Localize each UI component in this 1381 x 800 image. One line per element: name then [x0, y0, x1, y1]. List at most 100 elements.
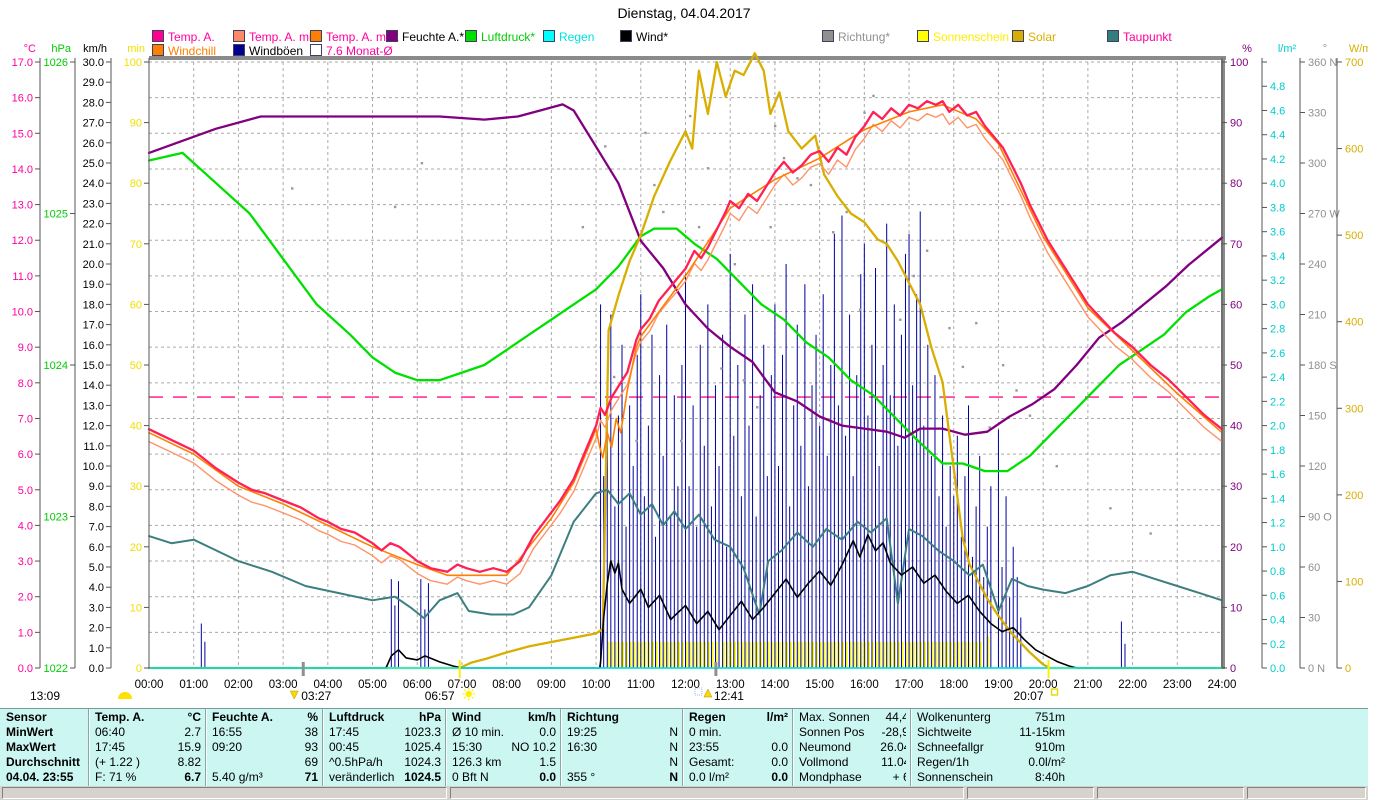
legend-swatch-feuchte-a	[386, 30, 398, 42]
legend-swatch-wind	[620, 30, 632, 42]
group-title: Feuchte A.	[212, 710, 273, 724]
cell-value: 0.0l/m²	[1028, 755, 1065, 769]
cell-info: Wolkenunterg	[917, 710, 991, 724]
legend-7-6-monat: 7.6 Monat-Ø	[310, 44, 393, 58]
axis-label: 0.4	[1270, 615, 1285, 627]
axis-label: 3.0	[18, 556, 33, 568]
axis-label: 0.0	[89, 663, 104, 675]
cell-value: 0.0	[771, 740, 788, 754]
legend-swatch-luftdruck	[465, 30, 477, 42]
axis-label: 06:57	[425, 689, 455, 703]
legend-swatch-windchill	[152, 44, 164, 56]
axis-label: 30.0	[83, 57, 104, 69]
axis-label: 4.0	[89, 582, 104, 594]
axis-label: 0.0	[18, 663, 33, 675]
axis-label: 30	[1230, 481, 1242, 493]
group-unit	[628, 710, 678, 725]
cell-info: 06:40	[95, 725, 126, 739]
direction-dot	[858, 308, 862, 311]
axis-label: 3.4	[1270, 251, 1285, 263]
axis-label: 3.8	[1270, 202, 1285, 214]
status-segment-1	[449, 787, 964, 799]
legend-sonnenschein: Sonnenschein	[917, 30, 1009, 44]
axis-label: 3.2	[1270, 275, 1285, 287]
axis-label: 0 N	[1308, 663, 1325, 675]
direction-dot	[845, 210, 848, 214]
cell-info: Max. Sonnen	[799, 710, 870, 724]
legend-solar: Solar	[1012, 30, 1056, 44]
legend-wind: Wind*	[620, 30, 668, 44]
cell-value: 93	[304, 740, 318, 754]
cell-value: 44,472°	[885, 710, 906, 724]
cell-info: 5.40 g/m³	[212, 770, 263, 784]
axis-label: 90 O	[1308, 512, 1332, 524]
axis-label: 2.0	[1270, 421, 1285, 433]
axis-label: 19:00	[984, 679, 1013, 691]
axis-label: 10.0	[12, 307, 33, 319]
axis-label: %	[1242, 43, 1252, 55]
axis-label: 100	[124, 57, 142, 69]
axis-label: 12:41	[714, 689, 744, 703]
axis-label: 0.6	[1270, 590, 1285, 602]
cell-info: Sichtweite	[917, 725, 972, 739]
axis-label: 40	[130, 421, 142, 433]
axis-label: 1023	[44, 512, 68, 524]
arrow-up-icon	[703, 688, 713, 698]
direction-dot	[393, 205, 397, 209]
axis-label: 23.0	[83, 198, 104, 210]
cell-info: 0 min.	[689, 725, 722, 739]
axis-label: 4.0	[1270, 178, 1285, 190]
axis-label: 0.0	[1270, 663, 1285, 675]
direction-dot	[733, 263, 737, 266]
cell-value: 11-15km	[1019, 725, 1065, 739]
axis-label: 12:00	[671, 679, 700, 691]
axis-label: 500	[1345, 230, 1363, 242]
axis-label: 11:00	[627, 679, 655, 691]
cell-info: ^0.5hPa/h	[329, 755, 383, 769]
axis-label: 03:27	[301, 689, 331, 703]
legend-label: Temp. A. min	[249, 30, 319, 44]
direction-dot	[1001, 364, 1005, 367]
axis-label: 1.8	[1270, 445, 1285, 457]
group-unit: hPa	[419, 710, 441, 724]
axis-label: 4.0	[18, 520, 33, 532]
axis-label: 180 S	[1308, 360, 1337, 372]
legend-label: Temp. A. max	[326, 30, 399, 44]
cell-value: 6.7	[184, 770, 201, 784]
legend-temp-a: Temp. A.	[152, 30, 215, 44]
legend-swatch-temp-a-min	[233, 30, 245, 42]
axis-label: 1.0	[18, 627, 33, 639]
legend-richtung: Richtung*	[822, 30, 890, 44]
direction-dot	[832, 231, 835, 234]
direction-dot	[961, 365, 965, 369]
row-label-sensor: Sensor	[6, 710, 47, 724]
axis-label: 13:00	[716, 679, 745, 691]
axis-label: 19.0	[83, 279, 104, 291]
cell-info: Sonnenschein	[917, 770, 994, 784]
cell-info: 00:45	[329, 740, 360, 754]
axis-label: 270 W	[1308, 209, 1340, 221]
cell-value: 0.0	[539, 725, 556, 739]
cell-value: 910m	[1034, 740, 1065, 754]
group-unit: l/m²	[766, 710, 788, 724]
table-row-labels: Sensor MinWert MaxWert Durchschnitt 04.04. 2…	[0, 709, 88, 787]
cell-info: 16:30	[567, 740, 598, 754]
direction-dot	[756, 406, 759, 409]
table-group-astro-0: Max. Sonnen 44,472° Sonnen Pos -28,921° Neum…	[792, 709, 910, 787]
axis-label: 29.0	[83, 77, 104, 89]
cell-value: 2.7	[184, 725, 201, 739]
legend-swatch-temp-a-max	[310, 30, 322, 42]
axis-label: 10	[1230, 602, 1242, 614]
cell-value: 38	[304, 725, 318, 739]
axis-label: 0.8	[1270, 566, 1285, 578]
legend-label: Feuchte A.*	[402, 30, 465, 44]
cell-info: Gesamt:	[689, 755, 735, 769]
status-bar	[0, 786, 1368, 800]
direction-dot	[782, 156, 786, 160]
cell-info: (+ 1.22 )	[95, 755, 141, 769]
axis-label: 22:00	[1118, 679, 1147, 691]
series-temp-a-min	[148, 112, 1223, 585]
axis-label: 02:00	[224, 679, 253, 691]
axis-label: 1.0	[1270, 542, 1285, 554]
axis-label: 2.4	[1270, 372, 1285, 384]
